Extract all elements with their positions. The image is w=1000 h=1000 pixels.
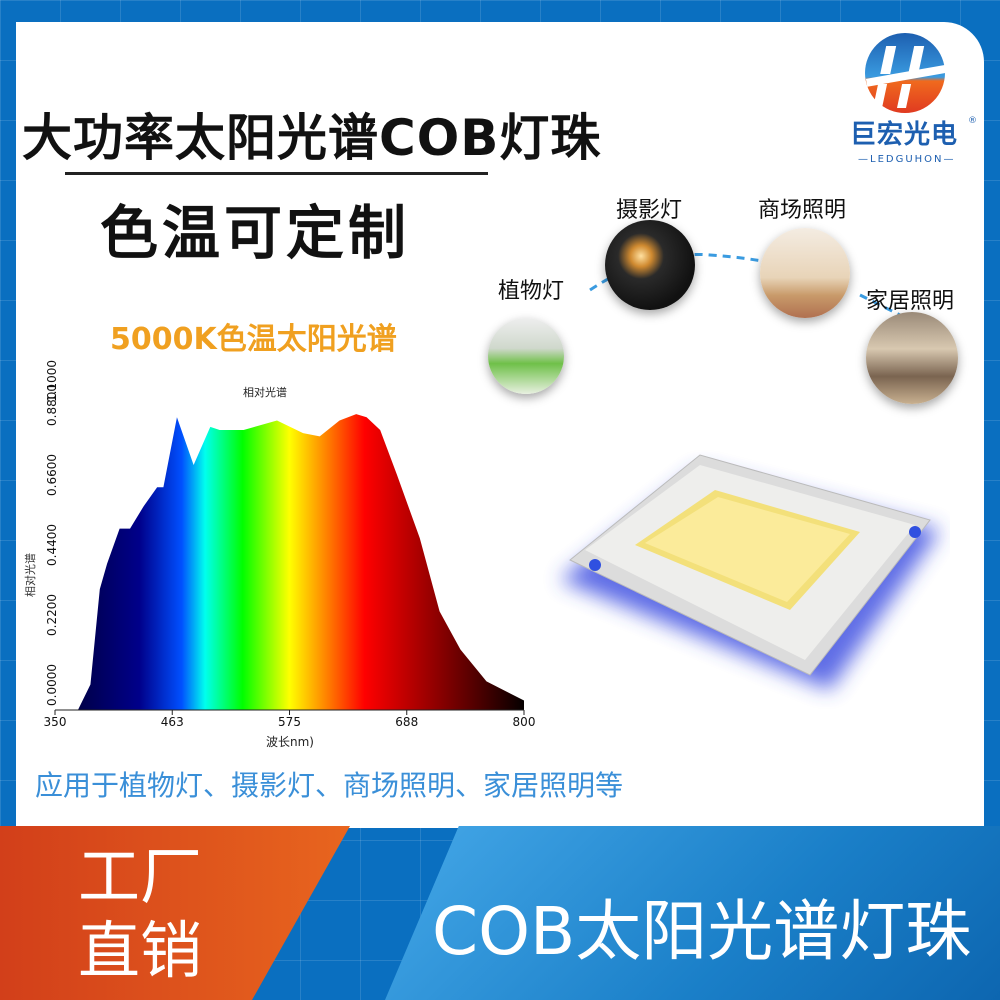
x-tick-label: 463 xyxy=(161,715,184,729)
registered-mark: ® xyxy=(968,116,977,126)
divider xyxy=(65,172,488,175)
connector-line xyxy=(589,252,911,322)
y-tick-label: 0.6600 xyxy=(45,454,59,496)
app-label-plant: 植物灯 xyxy=(498,279,565,304)
logo-name-en: —LEDGUHON— xyxy=(858,154,956,165)
logo-mark xyxy=(865,33,947,113)
x-tick-label: 350 xyxy=(44,715,67,729)
banner-left-text: 工厂直销 xyxy=(78,840,203,987)
mall-lighting-image xyxy=(760,228,850,318)
photography-light-image xyxy=(605,220,695,310)
y-tick-label: 0.4400 xyxy=(45,524,59,566)
cob-chip-image xyxy=(560,454,940,690)
y-axis-label: 相对光谱 xyxy=(23,553,37,597)
applications-text: 应用于植物灯、摄影灯、商场照明、家居照明等 xyxy=(35,769,624,802)
y-tick-label: 0.0000 xyxy=(45,664,59,706)
spectrum-area xyxy=(55,414,524,710)
banner-right-text: COB太阳光谱灯珠 xyxy=(432,893,972,970)
chart-title: 相对光谱 xyxy=(243,385,287,399)
home-lighting-image xyxy=(866,312,958,404)
logo-en-text: LEDGUHON xyxy=(870,154,944,165)
app-label-mall: 商场照明 xyxy=(758,198,847,223)
y-tick-label: 0.8800 xyxy=(45,384,59,426)
x-tick-label: 575 xyxy=(278,715,301,729)
headline: 大功率太阳光谱COB灯珠 xyxy=(22,109,602,167)
x-tick-label: 688 xyxy=(395,715,418,729)
spectrum-chart: 相对光谱 相对光谱 波长nm) 350 463 575 688 800 0.0000 0.2… xyxy=(23,360,536,749)
app-label-photo: 摄影灯 xyxy=(616,198,683,223)
subheadline: 色温可定制 xyxy=(100,199,411,267)
banner-right xyxy=(385,826,1000,1000)
y-tick-label: 1.1000 xyxy=(45,360,59,402)
spectrum-caption: 5000K色温太阳光谱 xyxy=(110,322,397,357)
app-label-home: 家居照明 xyxy=(866,289,955,314)
x-axis-label: 波长nm) xyxy=(266,735,314,749)
x-tick-label: 800 xyxy=(513,715,536,729)
plant-light-image xyxy=(488,318,564,394)
y-tick-label: 0.2200 xyxy=(45,594,59,636)
logo-name-cn: 巨宏光电 xyxy=(850,120,959,150)
